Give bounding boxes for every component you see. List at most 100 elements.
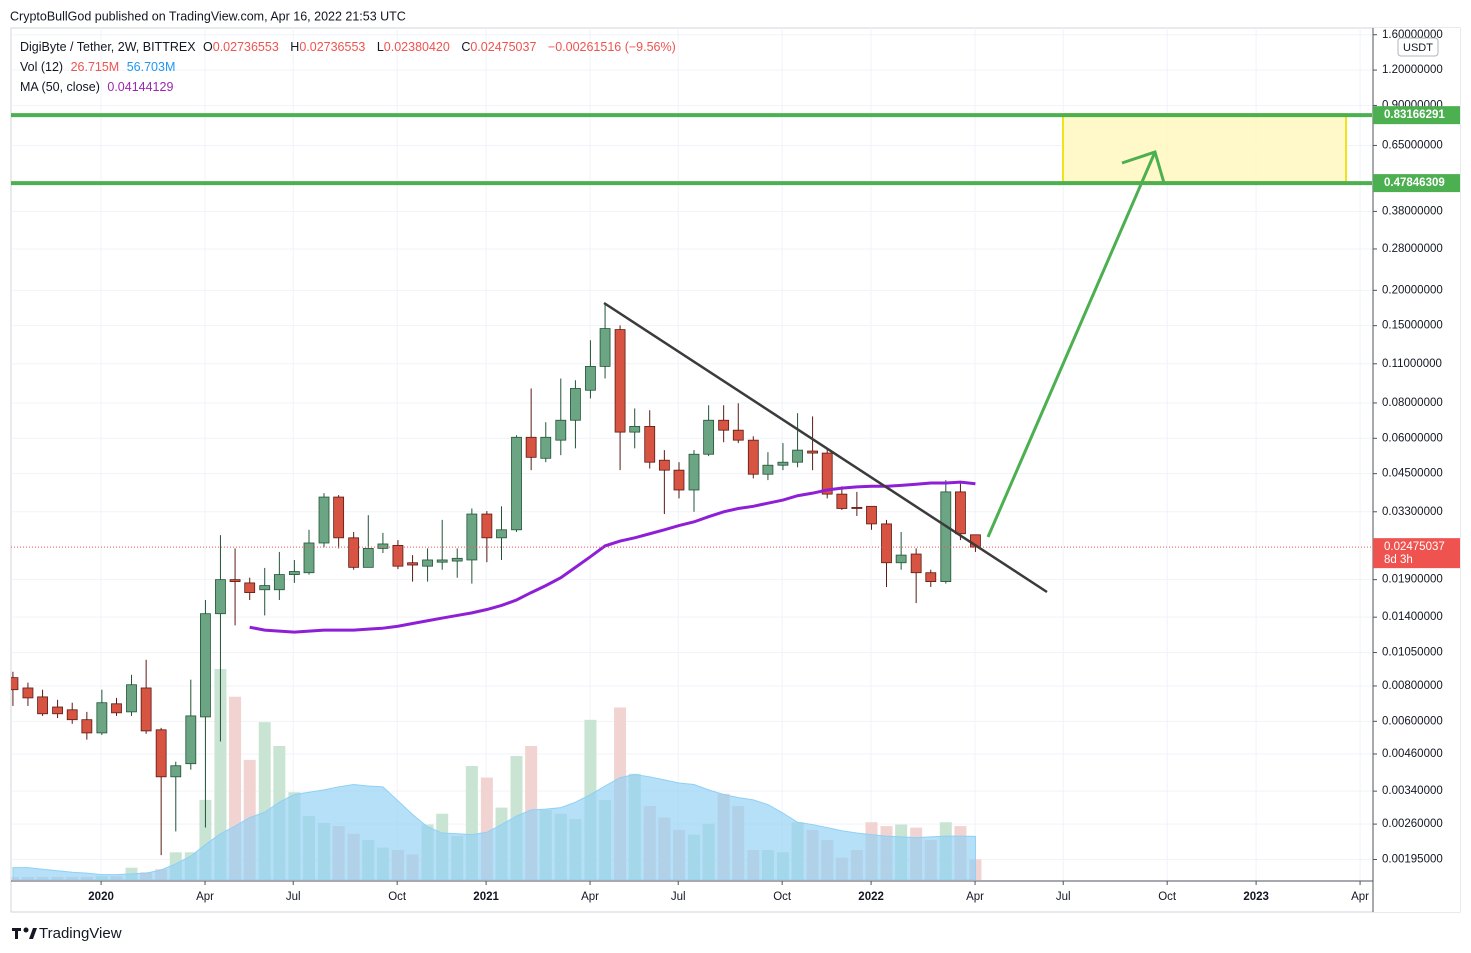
candle-body xyxy=(718,419,730,431)
ohlc-close: C0.02475037 xyxy=(461,40,540,54)
y-tick-label: 0.03300000 xyxy=(1382,506,1443,518)
candle-body xyxy=(273,574,285,591)
candle-body xyxy=(792,449,803,463)
x-tick-label: 2020 xyxy=(88,891,114,903)
ma-value: 0.04144129 xyxy=(107,80,174,94)
price-pane xyxy=(11,303,1372,856)
price-tag-countdown: 8d 3h xyxy=(1384,554,1413,566)
candle-body xyxy=(185,715,197,765)
candle-body xyxy=(259,585,271,591)
x-tick-label: Oct xyxy=(773,891,792,903)
price-tag xyxy=(1373,538,1460,569)
candle-body xyxy=(22,687,34,699)
y-tick-label: 0.28000000 xyxy=(1382,243,1443,255)
legend-volume: Vol (12) 26.715M 56.703M xyxy=(20,60,179,74)
candle-body xyxy=(318,496,330,544)
x-tick-label: Jul xyxy=(286,891,301,903)
candle-body xyxy=(496,529,507,539)
x-tick-label: Jul xyxy=(1056,891,1071,903)
y-tick-label: 0.00800000 xyxy=(1382,680,1443,692)
candle-body xyxy=(836,493,848,509)
candle-body xyxy=(940,491,952,582)
y-tick-label: 0.38000000 xyxy=(1382,205,1443,217)
ma-line xyxy=(249,480,976,634)
candle-body xyxy=(303,542,315,574)
candle-body xyxy=(140,687,152,732)
ohlc-label: O xyxy=(203,40,213,54)
target-box xyxy=(1062,113,1347,183)
currency-label: USDT xyxy=(1403,42,1433,54)
candle-body xyxy=(644,426,656,463)
volume-ma-area xyxy=(12,773,976,880)
y-tick-label: 0.00260000 xyxy=(1382,818,1443,830)
candle-body xyxy=(703,419,715,455)
candle-body xyxy=(910,553,922,574)
y-tick-label: 0.15000000 xyxy=(1382,320,1443,332)
x-tick-label: Apr xyxy=(581,891,599,903)
level-tag-value: 0.83166291 xyxy=(1384,109,1445,121)
x-tick-label: Apr xyxy=(1351,891,1369,903)
candle-body xyxy=(37,696,48,715)
symbol: DigiByte / Tether, 2W, BITTREX xyxy=(20,40,196,54)
candle-body xyxy=(732,429,744,441)
candle-body xyxy=(126,684,137,713)
x-tick-label: Apr xyxy=(196,891,214,903)
candle-body xyxy=(629,426,641,433)
candle-body xyxy=(481,513,493,539)
publisher-line: CryptoBullGod published on TradingView.c… xyxy=(10,9,406,23)
candle-body xyxy=(333,496,345,539)
candle-body xyxy=(866,505,877,525)
footer-brand: TradingView xyxy=(39,925,122,942)
candle-body xyxy=(807,450,818,454)
x-tick-label: Oct xyxy=(388,891,407,903)
candle-body xyxy=(673,469,685,491)
level-tag xyxy=(1373,174,1460,193)
candle-body xyxy=(215,579,226,615)
volume-value: 26.715M xyxy=(70,60,120,74)
x-tick-label: 2023 xyxy=(1243,891,1269,903)
y-tick-label: 0.04500000 xyxy=(1382,468,1443,480)
candle-body xyxy=(377,543,389,549)
arrow-head xyxy=(1121,150,1166,184)
ohlc-label: H xyxy=(290,40,300,54)
candle-body xyxy=(851,506,863,509)
candle-body xyxy=(762,464,774,475)
y-tick-label: 0.00195000 xyxy=(1382,853,1443,865)
currency-badge xyxy=(1397,37,1439,57)
candle-body xyxy=(200,613,211,718)
candle-body xyxy=(555,419,567,441)
y-tick-label: 0.00340000 xyxy=(1382,785,1443,797)
level-tag xyxy=(1373,106,1460,125)
candle-body xyxy=(96,702,108,734)
arrow-shaft xyxy=(986,151,1157,538)
candle-body xyxy=(511,436,522,531)
ohlc-open: O0.02736553 xyxy=(203,40,283,54)
candle-body xyxy=(881,523,892,564)
candle-body xyxy=(52,706,63,715)
candle-body xyxy=(407,562,418,566)
candle-body xyxy=(540,436,552,459)
x-tick-label: 2021 xyxy=(473,891,499,903)
candle-body xyxy=(229,579,241,582)
y-tick-label: 0.08000000 xyxy=(1382,397,1443,409)
ohlc-value: 0.02475037 xyxy=(470,40,537,54)
candle-body xyxy=(688,453,700,491)
y-tick-label: 0.01400000 xyxy=(1382,611,1443,623)
x-tick-label: Oct xyxy=(1158,891,1177,903)
candle-body xyxy=(585,365,596,391)
trend-line xyxy=(603,301,1048,594)
ohlc-label: C xyxy=(461,40,471,54)
y-tick-label: 0.65000000 xyxy=(1382,139,1443,151)
ohlc-value: 0.02380420 xyxy=(383,40,450,54)
candle-body xyxy=(925,572,937,582)
ohlc-high: H0.02736553 xyxy=(290,40,369,54)
x-tick-label: Apr xyxy=(966,891,984,903)
y-tick-label: 0.20000000 xyxy=(1382,284,1443,296)
ohlc-label: L xyxy=(376,40,384,54)
candle-body xyxy=(288,571,300,575)
candle-body xyxy=(81,719,93,734)
volume-title: Vol (12) xyxy=(20,60,64,74)
candle-body xyxy=(599,328,611,367)
